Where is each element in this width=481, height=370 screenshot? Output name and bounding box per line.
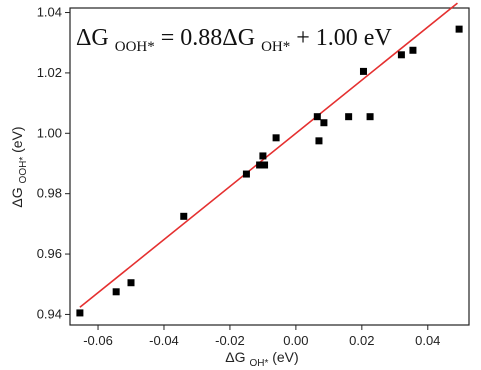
y-tick-label: 0.94 [37,306,62,321]
data-point [315,137,323,145]
x-tick-label: 0.04 [415,333,440,348]
plot-frame [69,7,470,326]
data-point [242,170,250,178]
data-point [259,152,267,160]
data-point [76,309,84,317]
y-tick-label: 1.00 [37,125,62,140]
data-point [455,25,463,33]
y-axis-title-subscript: OOH* [18,157,29,184]
data-points [76,25,463,317]
x-axis-title: ΔG OH* (eV) [225,349,298,369]
annotation-left-prefix: ΔG [76,25,109,51]
data-point [320,119,328,127]
annotation-right-subscript: OH* [261,39,290,55]
data-point [397,51,405,59]
x-tick-label: -0.04 [149,333,179,348]
annotation-suffix: + 1.00 eV [296,25,392,51]
data-point [366,113,374,121]
data-point [359,67,367,75]
x-tick-label: -0.02 [215,333,245,348]
data-point [127,279,135,287]
y-axis-title: ΔG OOH* (eV) [9,126,29,207]
x-axis-title-subscript: OH* [249,358,268,369]
data-point [112,288,120,296]
y-axis-title-suffix: (eV) [9,126,25,152]
x-tick-label: 0.00 [283,333,308,348]
y-axis-ticks: 0.94 0.96 0.98 1.00 1.02 1.04 [37,5,70,321]
y-axis-title-prefix: ΔG [9,187,25,207]
data-point [345,113,353,121]
y-tick-label: 1.02 [37,65,62,80]
x-tick-label: -0.06 [83,333,113,348]
data-point [180,212,188,220]
y-tick-label: 0.98 [37,186,62,201]
x-axis-title-suffix: (eV) [272,349,298,365]
x-axis-ticks: -0.06 -0.04 -0.02 0.00 0.02 0.04 [83,325,440,348]
annotation-left-subscript: OOH* [115,39,155,55]
data-point [256,161,264,169]
data-point [313,113,321,121]
data-point [272,134,280,142]
fit-line [79,2,458,308]
x-axis-title-prefix: ΔG [225,349,245,365]
equation-annotation: ΔG OOH* = 0.88ΔG OH* + 1.00 eV [76,25,392,57]
data-point [409,46,417,54]
annotation-middle: = 0.88ΔG [161,25,255,51]
x-tick-label: 0.02 [349,333,374,348]
data-point [261,161,269,169]
y-tick-label: 0.96 [37,246,62,261]
y-tick-label: 1.04 [37,5,62,20]
